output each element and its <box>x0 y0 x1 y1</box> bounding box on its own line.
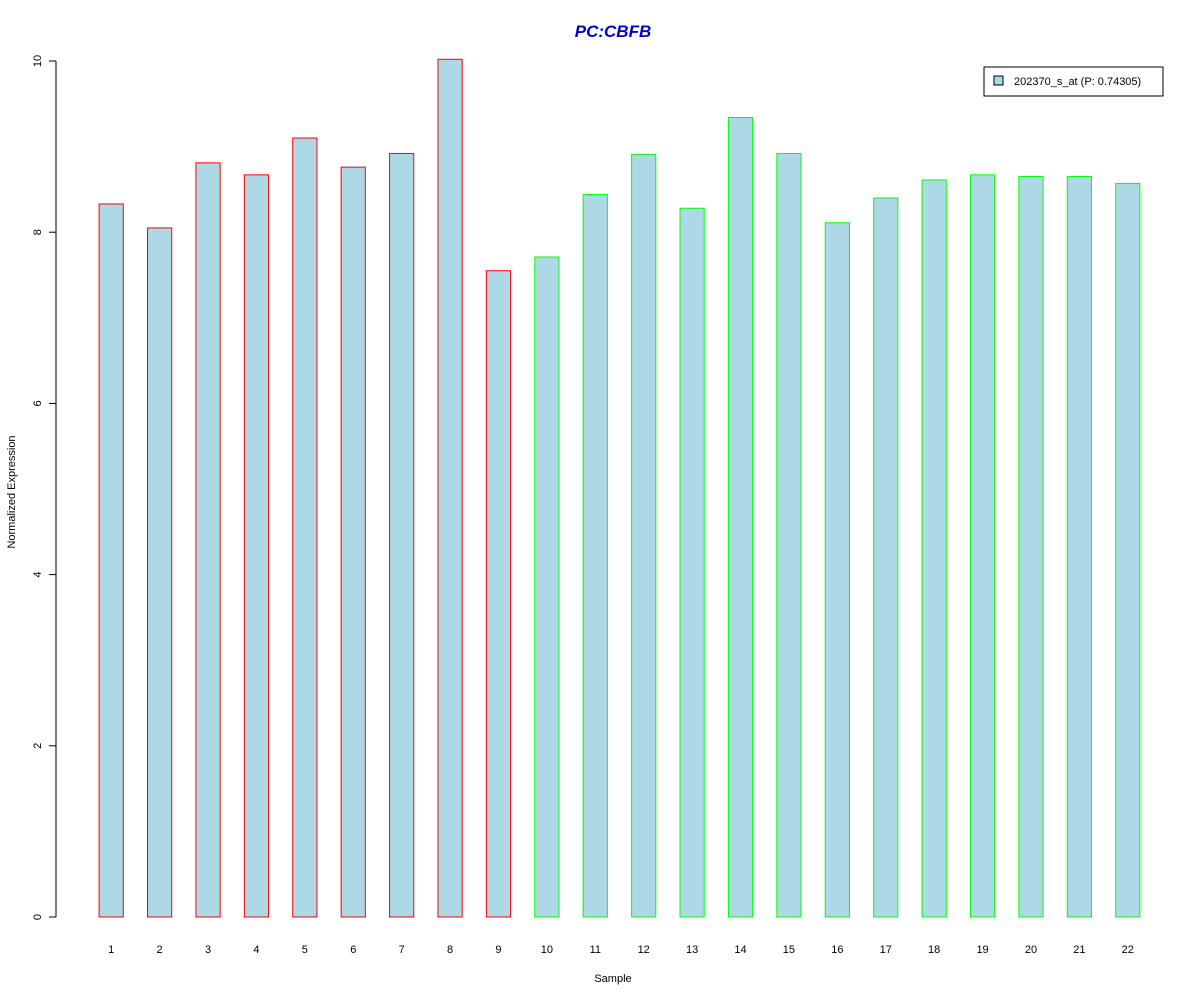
bar-sample-16 <box>824 222 850 918</box>
bar-sample-14 <box>727 117 754 918</box>
x-tick-label: 15 <box>783 944 795 956</box>
bar-sample-11 <box>582 194 608 918</box>
y-tick-label: 2 <box>32 743 44 749</box>
y-tick-label: 6 <box>32 400 44 406</box>
bar-sample-2 <box>147 227 173 918</box>
x-tick-label: 14 <box>734 944 746 956</box>
bars <box>98 58 1141 918</box>
bar-sample-1 <box>98 203 124 918</box>
x-tick-label: 22 <box>1122 944 1134 956</box>
legend-swatch <box>993 75 1004 86</box>
x-tick-label: 19 <box>976 944 988 956</box>
x-tick-label: 5 <box>302 944 308 956</box>
bar-sample-21 <box>1066 176 1092 918</box>
y-axis-label: Normalized Expression <box>6 435 18 548</box>
chart-title: PC:CBFB <box>575 22 652 41</box>
x-axis-tick-labels: 1 2 3 4 5 6 7 8 9 10 11 12 13 14 15 16 17 18 19 20 21 22 <box>108 944 1134 956</box>
bar-sample-4 <box>243 174 270 918</box>
bar-sample-20 <box>1018 176 1044 918</box>
x-tick-label: 21 <box>1073 944 1085 956</box>
legend: 202370_s_at (P: 0.74305) <box>983 66 1164 97</box>
bar-sample-19 <box>969 174 996 918</box>
legend-entry-label: 202370_s_at (P: 0.74305) <box>1014 76 1141 88</box>
bar-sample-12 <box>631 153 657 918</box>
y-tick-label: 4 <box>32 572 44 578</box>
y-tick-label: 10 <box>32 55 44 67</box>
bar-sample-10 <box>534 256 560 918</box>
x-tick-label: 4 <box>253 944 259 956</box>
bar-sample-17 <box>873 197 899 918</box>
x-tick-label: 7 <box>399 944 405 956</box>
bar-sample-9 <box>485 270 512 918</box>
bar-sample-13 <box>679 207 705 918</box>
y-tick-label: 8 <box>32 229 44 235</box>
x-tick-label: 18 <box>928 944 940 956</box>
bar-sample-5 <box>292 137 318 918</box>
x-tick-label: 11 <box>590 944 601 956</box>
x-tick-label: 6 <box>350 944 356 956</box>
x-tick-label: 2 <box>157 944 163 956</box>
bar-sample-6 <box>340 166 366 918</box>
bar-sample-3 <box>195 162 221 918</box>
bar-sample-22 <box>1115 182 1141 918</box>
x-tick-label: 8 <box>447 944 453 956</box>
x-tick-label: 17 <box>880 944 892 956</box>
x-tick-label: 12 <box>638 944 650 956</box>
x-tick-label: 10 <box>541 944 553 956</box>
bar-sample-8 <box>437 58 463 918</box>
x-tick-label: 16 <box>831 944 843 956</box>
x-tick-label: 3 <box>205 944 211 956</box>
bar-sample-7 <box>389 152 415 918</box>
bar-sample-15 <box>776 152 802 918</box>
legend-box <box>983 66 1164 97</box>
y-axis: 0 2 4 6 8 10 <box>32 55 57 920</box>
x-tick-label: 20 <box>1025 944 1037 956</box>
x-axis-label: Sample <box>594 973 631 985</box>
x-tick-label: 1 <box>108 944 114 956</box>
bar-sample-18 <box>921 179 947 918</box>
y-tick-label: 0 <box>32 914 44 920</box>
x-tick-label: 13 <box>686 944 698 956</box>
x-tick-label: 9 <box>495 944 501 956</box>
